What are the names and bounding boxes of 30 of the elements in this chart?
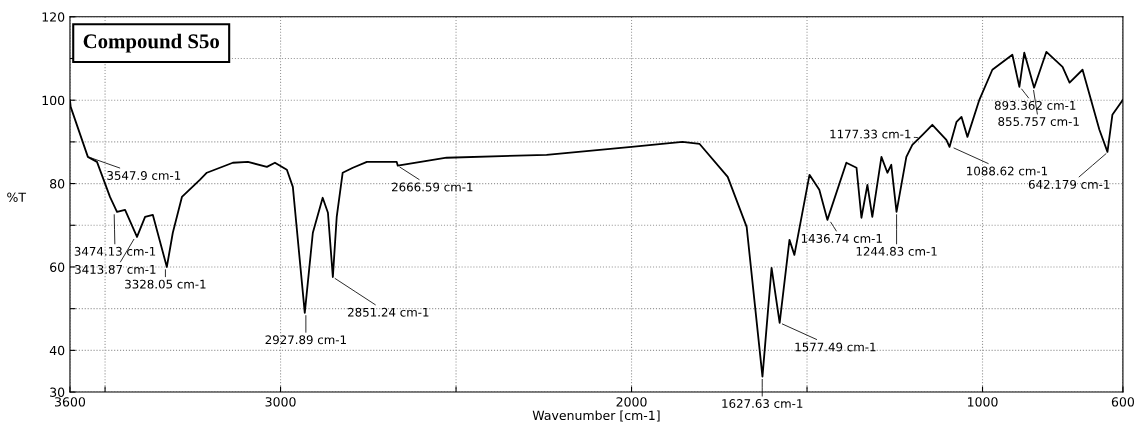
annotation: 3328.05 cm-1 xyxy=(125,279,206,289)
y-tick-label: 120 xyxy=(42,12,65,22)
annotation: 1436.74 cm-1 xyxy=(801,233,882,243)
x-tick-label: 3600 xyxy=(55,397,86,407)
y-axis-title: %T xyxy=(7,192,27,202)
y-tick-label: 60 xyxy=(50,262,65,272)
x-tick-label: 600 xyxy=(1111,397,1135,407)
y-tick-label: 100 xyxy=(42,95,65,106)
x-tick-label: 1000 xyxy=(967,397,998,407)
y-tick-label: 30 xyxy=(50,387,65,397)
annotation: 3474.13 cm-1 xyxy=(74,246,156,256)
annotation: 3413.87 cm-1 xyxy=(75,264,156,274)
x-tick-label: 3000 xyxy=(265,397,296,407)
x-tick-label: 2000 xyxy=(616,397,647,407)
annotation: 1627.63 cm-1 xyxy=(722,399,803,408)
annotation: 2666.59 cm-1 xyxy=(392,182,473,192)
annotation: 1577.49 cm-1 xyxy=(795,342,876,352)
y-tick-label: 80 xyxy=(50,179,65,189)
annotation: 2927.89 cm-1 xyxy=(265,335,346,345)
annotation: 1244.83 cm-1 xyxy=(856,246,937,256)
annotation: 1177.33 cm-1 xyxy=(830,129,911,139)
annotation: 1088.62 cm-1 xyxy=(967,166,1048,176)
annotation: 3547.9 cm-1 xyxy=(107,170,181,180)
text: Compound S5o xyxy=(83,33,220,53)
annotation: 893.362 cm-1 xyxy=(994,100,1076,110)
annotation: 855.757 cm-1 xyxy=(998,117,1079,126)
annotation: 642.179 cm-1 xyxy=(1028,179,1110,189)
annotation: 2851.24 cm-1 xyxy=(348,307,429,317)
y-tick-label: 40 xyxy=(49,345,65,356)
x-axis-title: Wavenumber [cm-1] xyxy=(532,410,660,422)
